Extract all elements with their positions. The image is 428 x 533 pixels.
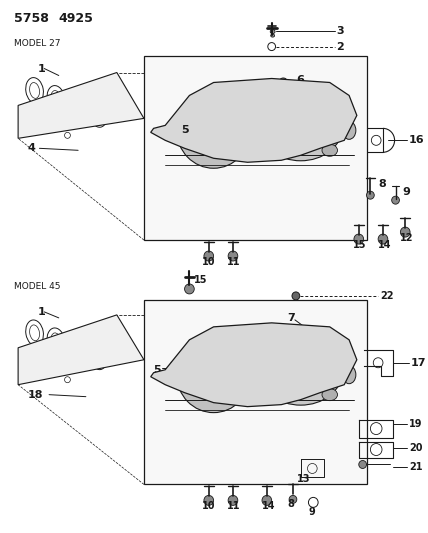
Ellipse shape xyxy=(342,122,356,139)
Text: 9: 9 xyxy=(309,507,315,518)
Circle shape xyxy=(184,284,194,294)
Text: 3: 3 xyxy=(336,26,344,36)
Circle shape xyxy=(378,234,388,244)
Polygon shape xyxy=(18,315,144,385)
Text: 10: 10 xyxy=(202,257,215,267)
Text: 15: 15 xyxy=(353,240,366,250)
Circle shape xyxy=(228,251,238,261)
Circle shape xyxy=(392,196,399,204)
Circle shape xyxy=(200,116,227,144)
Polygon shape xyxy=(151,323,357,407)
Ellipse shape xyxy=(321,114,339,127)
Circle shape xyxy=(400,227,410,237)
Text: 16: 16 xyxy=(409,135,425,146)
Circle shape xyxy=(177,92,250,168)
Polygon shape xyxy=(151,78,357,162)
Text: 18: 18 xyxy=(28,390,43,400)
Text: 1: 1 xyxy=(38,63,45,74)
Text: 19: 19 xyxy=(409,418,422,429)
Ellipse shape xyxy=(259,96,342,161)
Text: 2: 2 xyxy=(336,42,344,52)
Text: 10: 10 xyxy=(202,502,215,511)
Text: 11: 11 xyxy=(227,502,241,511)
Ellipse shape xyxy=(270,30,275,34)
Text: 1: 1 xyxy=(38,307,45,317)
Text: 14: 14 xyxy=(262,502,276,511)
Ellipse shape xyxy=(322,144,338,156)
Ellipse shape xyxy=(259,340,342,405)
Text: 8: 8 xyxy=(287,499,294,510)
Polygon shape xyxy=(18,72,144,139)
Ellipse shape xyxy=(342,366,356,384)
Circle shape xyxy=(262,495,272,505)
Text: 13: 13 xyxy=(297,474,310,484)
Ellipse shape xyxy=(270,34,275,37)
Text: 20: 20 xyxy=(409,442,422,453)
Text: 21: 21 xyxy=(409,463,422,472)
Ellipse shape xyxy=(284,115,318,142)
Bar xyxy=(144,300,366,484)
Ellipse shape xyxy=(284,359,318,386)
Circle shape xyxy=(366,191,374,199)
Text: 4: 4 xyxy=(28,143,36,154)
Circle shape xyxy=(289,495,297,503)
Circle shape xyxy=(204,495,214,505)
Ellipse shape xyxy=(321,358,339,372)
Ellipse shape xyxy=(280,78,287,83)
Circle shape xyxy=(228,495,238,505)
Text: 8: 8 xyxy=(378,179,386,189)
Circle shape xyxy=(359,461,366,469)
Text: 17: 17 xyxy=(411,358,427,368)
Text: MODEL 45: MODEL 45 xyxy=(14,282,61,291)
Text: 6: 6 xyxy=(296,76,304,85)
Text: 5758: 5758 xyxy=(14,12,49,25)
Bar xyxy=(144,55,366,240)
Circle shape xyxy=(188,349,239,401)
Text: 12: 12 xyxy=(400,233,414,243)
Text: 5: 5 xyxy=(154,365,161,375)
Text: 4925: 4925 xyxy=(59,12,94,25)
Circle shape xyxy=(204,251,214,261)
Text: 7: 7 xyxy=(287,313,295,323)
Ellipse shape xyxy=(322,389,338,401)
Text: 5: 5 xyxy=(181,125,188,135)
Ellipse shape xyxy=(272,106,330,151)
Circle shape xyxy=(177,337,250,413)
Circle shape xyxy=(200,361,227,389)
Text: 9: 9 xyxy=(402,187,410,197)
Circle shape xyxy=(292,292,300,300)
Circle shape xyxy=(354,234,364,244)
Text: 14: 14 xyxy=(378,240,392,250)
Text: 22: 22 xyxy=(380,291,394,301)
Text: 15: 15 xyxy=(194,275,208,285)
Text: MODEL 27: MODEL 27 xyxy=(14,38,61,47)
Circle shape xyxy=(188,104,239,156)
Text: 11: 11 xyxy=(227,257,241,267)
Ellipse shape xyxy=(272,350,330,395)
